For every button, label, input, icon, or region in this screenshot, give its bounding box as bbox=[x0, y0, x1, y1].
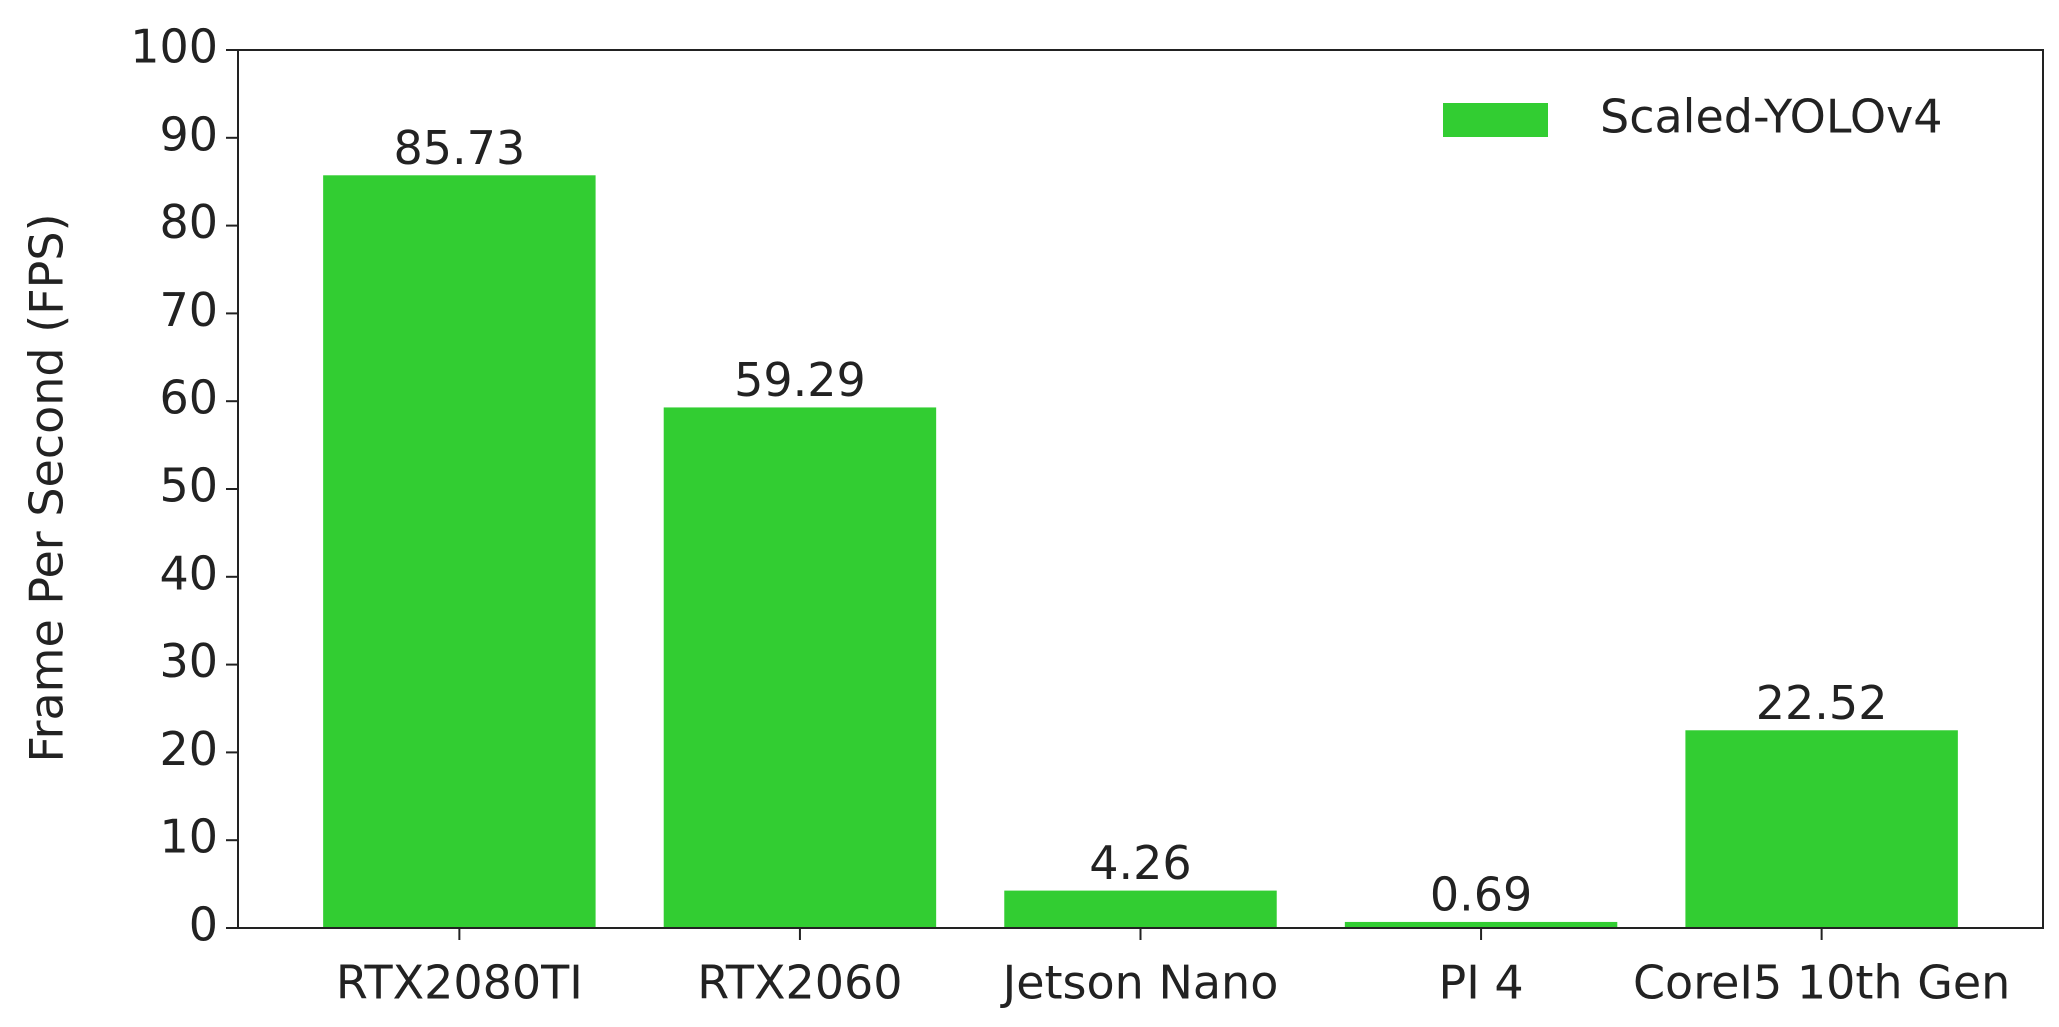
plot-frame bbox=[237, 49, 2044, 929]
bar bbox=[323, 175, 596, 929]
value-label: 85.73 bbox=[394, 121, 526, 175]
y-axis-label: Frame Per Second (FPS) bbox=[20, 213, 74, 762]
value-label: 4.26 bbox=[1089, 836, 1191, 890]
bar bbox=[663, 407, 937, 928]
y-tick-label: 50 bbox=[159, 459, 218, 513]
y-tick-label: 70 bbox=[159, 283, 218, 337]
value-label: 22.52 bbox=[1756, 676, 1888, 730]
x-tick-label: Jetson Nano bbox=[1000, 956, 1279, 1010]
x-tick-label: PI 4 bbox=[1438, 956, 1523, 1010]
value-label: 0.69 bbox=[1430, 867, 1532, 921]
x-tick-label: CoreI5 10th Gen bbox=[1633, 956, 2010, 1010]
bar bbox=[1685, 730, 1958, 928]
y-tick-label: 90 bbox=[159, 107, 218, 161]
bar bbox=[1344, 921, 1618, 928]
x-tick-label: RTX2060 bbox=[697, 956, 902, 1010]
legend-label: Scaled-YOLOv4 bbox=[1600, 90, 1943, 144]
y-tick-label: 60 bbox=[159, 371, 218, 425]
value-label: 59.29 bbox=[734, 353, 866, 407]
y-tick-label: 80 bbox=[159, 195, 218, 249]
y-tick-label: 100 bbox=[130, 20, 218, 74]
y-tick-label: 20 bbox=[159, 722, 218, 776]
y-tick-label: 40 bbox=[159, 546, 218, 600]
x-tick-label: RTX2080TI bbox=[336, 956, 583, 1010]
bar bbox=[1004, 890, 1277, 928]
y-tick-label: 0 bbox=[189, 898, 218, 952]
y-tick-label: 10 bbox=[159, 810, 218, 864]
legend-swatch bbox=[1443, 103, 1548, 137]
y-tick-label: 30 bbox=[159, 634, 218, 688]
